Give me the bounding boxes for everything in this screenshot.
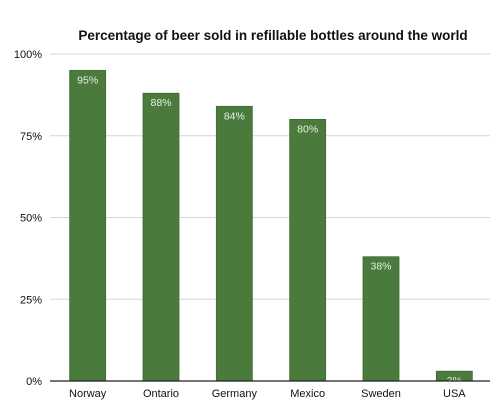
bar-ontario: [142, 92, 180, 382]
y-tick-label: 75%: [20, 131, 42, 143]
data-labels: 95%88%84%80%38%3%: [77, 74, 462, 387]
data-label: 84%: [224, 110, 245, 122]
bar-sweden: [362, 256, 400, 382]
x-tick-label: Germany: [212, 388, 258, 400]
data-label: 80%: [297, 123, 318, 135]
bar-norway: [69, 69, 107, 382]
y-tick-label: 0%: [26, 376, 42, 388]
bar-germany: [215, 105, 253, 382]
bars: [69, 69, 473, 382]
chart-title: Percentage of beer sold in refillable bo…: [78, 28, 467, 43]
y-tick-label: 50%: [20, 213, 42, 225]
x-axis-ticks: Norway Ontario Germany Mexico Sweden USA: [69, 388, 466, 400]
gridlines: [50, 53, 490, 300]
data-label: 38%: [370, 261, 391, 273]
y-axis-ticks: 0% 25% 50% 75% 100%: [14, 49, 42, 388]
x-tick-label: Ontario: [143, 388, 179, 400]
x-tick-label: USA: [443, 388, 466, 400]
data-label: 88%: [150, 97, 171, 109]
x-tick-label: Mexico: [290, 388, 325, 400]
x-tick-label: Norway: [69, 388, 107, 400]
x-tick-label: Sweden: [361, 388, 401, 400]
y-tick-label: 25%: [20, 294, 42, 306]
data-label: 95%: [77, 74, 98, 86]
bar-mexico: [289, 119, 327, 382]
y-tick-label: 100%: [14, 49, 42, 61]
